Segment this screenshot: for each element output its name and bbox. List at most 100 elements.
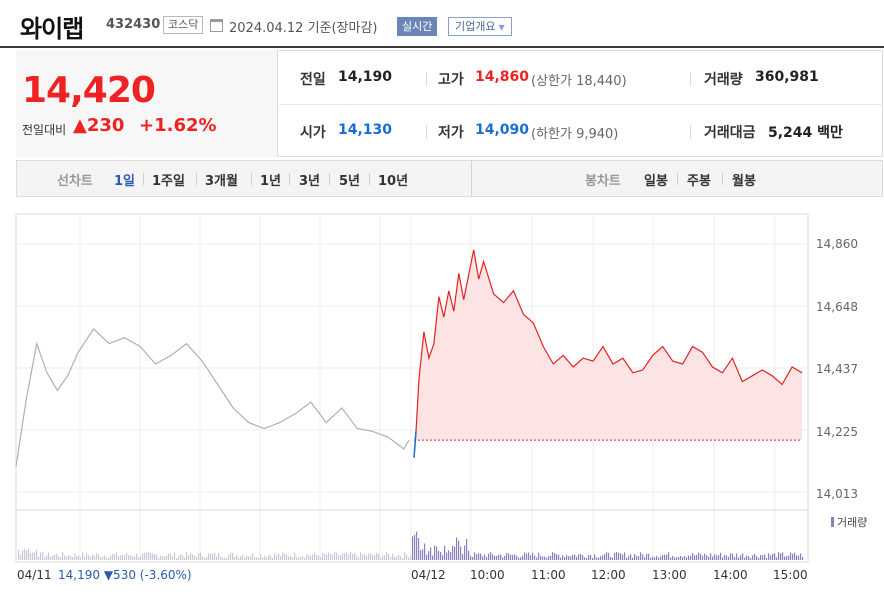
volume-bar — [230, 553, 232, 560]
amount-label: 거래대금 — [704, 125, 756, 141]
volume-bar — [680, 556, 682, 560]
volume-bar — [786, 556, 788, 560]
volume-bar — [288, 556, 290, 560]
company-overview-dropdown[interactable]: 기업개요 ▼ — [448, 17, 512, 36]
volume-bar — [138, 557, 140, 560]
volume-bar — [180, 554, 182, 560]
volume-bar — [562, 555, 564, 560]
volume-bar — [118, 556, 120, 560]
volume-bar — [578, 554, 580, 560]
stock-header: 와이랩 432430 코스닥 2024.04.12 기준(장마감) 실시간 기업… — [0, 0, 884, 48]
volume-bar — [38, 556, 40, 560]
volume-bar — [800, 553, 802, 560]
volume-bar — [772, 553, 774, 560]
realtime-button[interactable]: 실시간 — [397, 17, 438, 36]
period-1d[interactable]: 1일 — [114, 174, 136, 189]
candle-daily[interactable]: 일봉 — [644, 174, 668, 189]
prev-day-summary: 14,190 ▼530 (-3.60%) — [58, 568, 192, 582]
period-1w[interactable]: 1주일 — [152, 174, 185, 189]
summary-divider — [279, 104, 883, 105]
volume-bar — [378, 553, 380, 560]
volume-bar — [78, 555, 80, 560]
volume-bar — [60, 557, 62, 560]
volume-bar — [496, 556, 498, 560]
volume-bar — [782, 552, 784, 560]
period-separator — [677, 173, 678, 185]
volume-bar — [754, 553, 756, 560]
volume-bar — [208, 553, 210, 560]
lower-limit-text: (하한가 9,940) — [531, 127, 619, 142]
period-3y[interactable]: 3년 — [299, 174, 321, 189]
volume-bar — [588, 555, 590, 560]
volume-bar — [372, 555, 374, 560]
volume-bar — [300, 556, 302, 560]
volume-bar — [634, 554, 636, 560]
stock-name: 와이랩 — [20, 15, 84, 43]
volume-bar — [306, 554, 308, 560]
volume-bar — [750, 558, 752, 560]
volume-bar — [18, 549, 20, 560]
volume-bar — [166, 555, 168, 560]
candle-weekly[interactable]: 주봉 — [687, 174, 711, 189]
volume-bar — [274, 553, 276, 560]
volume-bar — [618, 552, 620, 560]
volume-bar — [114, 554, 116, 560]
volume-bar — [744, 557, 746, 560]
volume-bar — [256, 557, 258, 560]
period-10y[interactable]: 10년 — [378, 174, 409, 189]
volume-bar — [388, 554, 390, 560]
volume-bar — [190, 552, 192, 560]
low-value: 14,090 — [475, 122, 530, 138]
volume-bar — [398, 554, 400, 560]
volume-bar — [188, 555, 190, 560]
volume-bar — [702, 555, 704, 560]
volume-bar — [124, 555, 126, 560]
volume-bar — [292, 557, 294, 560]
volume-bar — [348, 554, 350, 560]
volume-bar — [366, 555, 368, 560]
volume-bar — [636, 555, 638, 560]
volume-bar — [660, 556, 662, 560]
volume-bar — [406, 554, 408, 560]
volume-bar — [646, 553, 648, 560]
volume-bar — [728, 556, 730, 560]
x-tick-label: 10:00 — [470, 568, 505, 582]
volume-bar — [522, 555, 524, 560]
period-3m[interactable]: 3개월 — [205, 174, 238, 189]
summary-separator — [690, 72, 691, 86]
volume-bar — [658, 557, 660, 560]
volume-bar — [488, 553, 490, 560]
volume-bar — [628, 556, 630, 560]
volume-bar — [426, 554, 428, 560]
volume-bar — [432, 555, 434, 560]
volume-bar — [450, 552, 452, 560]
volume-bar — [794, 552, 796, 560]
volume-bar — [58, 556, 60, 560]
prev-close-label: 전일 — [300, 72, 326, 88]
volume-bar — [202, 556, 204, 560]
volume-bar — [456, 537, 458, 560]
volume-bar — [156, 554, 158, 560]
volume-bar — [720, 552, 722, 560]
intraday-fill-area — [414, 249, 802, 441]
period-5y[interactable]: 5년 — [339, 174, 361, 189]
volume-bar — [152, 553, 154, 560]
volume-bar — [260, 554, 262, 560]
volume-bar — [460, 546, 462, 560]
volume-bar — [268, 555, 270, 560]
period-1y[interactable]: 1년 — [260, 174, 282, 189]
candle-monthly[interactable]: 월봉 — [732, 174, 756, 189]
volume-bar — [376, 552, 378, 560]
volume-bar — [264, 555, 266, 560]
volume-bar — [42, 552, 44, 560]
volume-label: 거래량 — [704, 72, 743, 88]
volume-bar — [342, 553, 344, 560]
volume-bar — [592, 558, 594, 560]
volume-bar — [792, 553, 794, 560]
volume-bar — [392, 553, 394, 560]
summary-separator — [426, 72, 427, 86]
volume-bar — [520, 557, 522, 560]
volume-bar — [314, 552, 316, 560]
chevron-down-icon: ▼ — [498, 23, 505, 32]
